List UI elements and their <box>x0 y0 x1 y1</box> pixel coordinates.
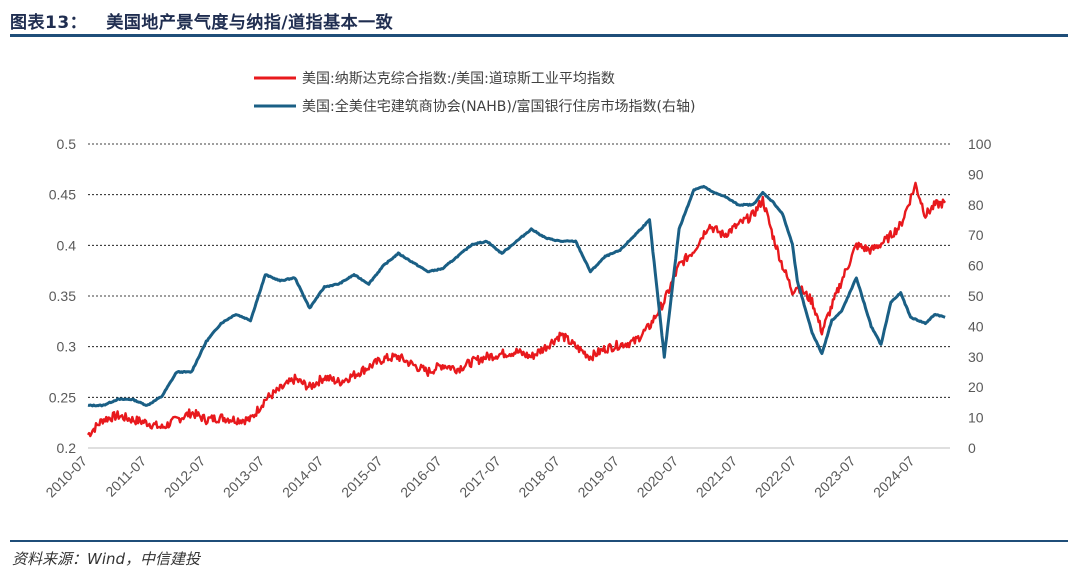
y-left-tick-label: 0.4 <box>57 237 77 253</box>
y-right-tick-label: 80 <box>968 197 984 213</box>
x-tick-label: 2017-07 <box>456 453 504 501</box>
y-left-tick-label: 0.3 <box>57 339 77 355</box>
y-right-tick-label: 0 <box>968 440 976 456</box>
figure-header: 图表13： 美国地产景气度与纳指/道指基本一致 <box>10 6 1070 34</box>
x-tick-label: 2013-07 <box>220 453 268 501</box>
x-tick-label: 2024-07 <box>870 453 918 501</box>
x-tick-label: 2012-07 <box>161 453 209 501</box>
y-axis-left: 0.2 0.25 0.3 0.35 0.4 0.45 0.5 <box>49 136 76 456</box>
legend-label: 美国:纳斯达克综合指数:/美国:道琼斯工业平均指数 <box>302 71 615 87</box>
y-left-tick-label: 0.5 <box>57 136 77 152</box>
y-right-tick-label: 20 <box>968 379 984 395</box>
x-tick-label: 2016-07 <box>397 453 445 501</box>
x-tick-label: 2020-07 <box>634 453 682 501</box>
source-note: 资料来源：Wind，中信建投 <box>12 550 201 568</box>
x-tick-label: 2010-07 <box>42 453 90 501</box>
figure-title: 图表13： 美国地产景气度与纳指/道指基本一致 <box>10 13 394 33</box>
y-right-tick-label: 70 <box>968 227 984 243</box>
series-line-nasdaq-dow-ratio <box>86 181 947 438</box>
y-right-tick-label: 40 <box>968 318 984 334</box>
x-tick-label: 2011-07 <box>102 453 149 500</box>
x-tick-label: 2023-07 <box>811 453 859 501</box>
x-tick-label: 2022-07 <box>752 453 800 501</box>
x-tick-label: 2021-07 <box>693 453 741 501</box>
y-right-tick-label: 50 <box>968 288 984 304</box>
x-tick-label: 2014-07 <box>279 453 327 501</box>
chart-series <box>86 181 947 438</box>
y-left-tick-label: 0.2 <box>57 440 77 456</box>
legend-label: 美国:全美住宅建筑商协会(NAHB)/富国银行住房市场指数(右轴) <box>302 98 695 115</box>
x-axis: 2010-07 2011-07 2012-07 2013-07 2014-07 2015-… <box>42 453 917 501</box>
y-right-tick-label: 30 <box>968 349 984 365</box>
y-left-tick-label: 0.45 <box>49 187 76 203</box>
footer-rule <box>10 540 1068 542</box>
series-line-nahb-index <box>87 184 946 408</box>
y-right-tick-label: 10 <box>968 410 984 426</box>
line-chart: 美国:纳斯达克综合指数:/美国:道琼斯工业平均指数美国:全美住宅建筑商协会(NA… <box>42 71 992 501</box>
chart-grid <box>88 143 950 449</box>
y-axis-right: 0 10 20 30 40 50 60 70 80 90 100 <box>968 136 992 456</box>
y-right-tick-label: 60 <box>968 258 984 274</box>
y-left-tick-label: 0.25 <box>49 389 76 405</box>
y-right-tick-label: 90 <box>968 166 984 182</box>
y-right-tick-label: 100 <box>968 136 992 152</box>
chart-legend: 美国:纳斯达克综合指数:/美国:道琼斯工业平均指数美国:全美住宅建筑商协会(NA… <box>254 71 695 115</box>
header-rule <box>10 34 1068 37</box>
y-left-tick-label: 0.35 <box>49 288 76 304</box>
x-tick-label: 2018-07 <box>515 453 563 501</box>
x-tick-label: 2015-07 <box>338 453 386 501</box>
x-tick-label: 2019-07 <box>574 453 622 501</box>
